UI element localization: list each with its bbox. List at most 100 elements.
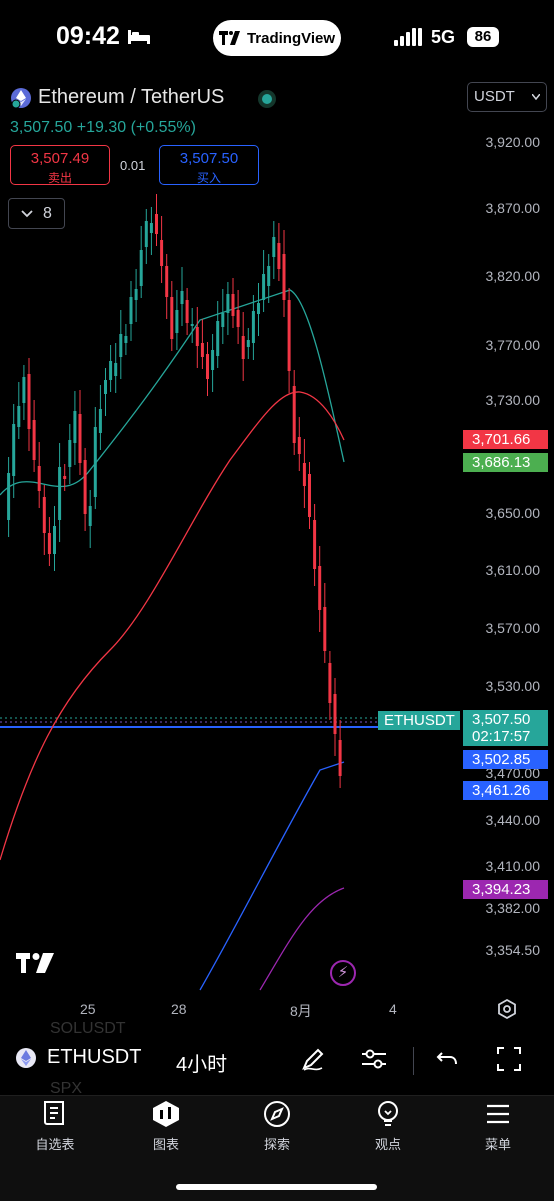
symbol-header[interactable]: Ethereum / TetherUS bbox=[10, 86, 224, 109]
tab-label: 自选表 bbox=[35, 1137, 75, 1152]
spread-value: 0.01 bbox=[120, 158, 146, 173]
indicators-toggle-button[interactable]: 8 bbox=[8, 198, 65, 229]
buy-button[interactable]: 3,507.50 买入 bbox=[159, 145, 259, 185]
candle-body bbox=[58, 467, 62, 520]
lightning-icon[interactable]: ⚡ bbox=[330, 960, 356, 986]
candle-body bbox=[47, 533, 51, 554]
compass-icon bbox=[264, 1101, 290, 1127]
ethereum-logo-icon bbox=[16, 1047, 36, 1068]
candle-body bbox=[165, 266, 169, 297]
candle-body bbox=[73, 411, 77, 443]
chart-icon bbox=[153, 1101, 179, 1127]
time-axis-tick: 4 bbox=[389, 1001, 397, 1017]
candle-body bbox=[180, 291, 184, 304]
home-indicator bbox=[176, 1184, 377, 1190]
price-axis-label: 3,686.13 bbox=[463, 453, 548, 472]
price-change: +19.30 bbox=[76, 119, 127, 136]
tab-watchlist[interactable]: 自选表 bbox=[15, 1100, 95, 1153]
price-axis-tick: 3,354.50 bbox=[485, 942, 541, 958]
purple-moving-average-line bbox=[259, 887, 345, 991]
candle-body bbox=[206, 354, 209, 379]
candle-body bbox=[338, 740, 342, 776]
toolbar-divider bbox=[413, 1047, 414, 1075]
price-axis-tick: 3,410.00 bbox=[485, 858, 541, 874]
price-axis-tick: 3,610.00 bbox=[485, 562, 541, 578]
candle-body bbox=[27, 374, 31, 429]
toolbar-symbol-button[interactable]: ETHUSDT bbox=[15, 1046, 141, 1069]
menu-icon bbox=[487, 1104, 509, 1124]
tradingview-logo-icon bbox=[218, 31, 240, 45]
battery-level: 86 bbox=[467, 27, 499, 47]
buy-price: 3,507.50 bbox=[179, 150, 239, 167]
watchlist-icon bbox=[44, 1101, 64, 1125]
candle-body bbox=[272, 237, 276, 257]
undo-button[interactable] bbox=[430, 1042, 464, 1076]
candle-body bbox=[262, 274, 266, 300]
candle-body bbox=[129, 297, 133, 324]
candle-body bbox=[109, 361, 113, 380]
candle-body bbox=[175, 310, 179, 333]
blue-moving-average-line bbox=[199, 761, 345, 991]
candle-body bbox=[297, 437, 301, 454]
sell-price: 3,507.49 bbox=[30, 150, 90, 167]
price-axis-tick: 3,382.00 bbox=[485, 900, 541, 916]
candle-body bbox=[282, 254, 286, 300]
candle-body bbox=[190, 324, 194, 326]
chart-settings-icon[interactable] bbox=[496, 998, 518, 1020]
tradingview-pill[interactable]: TradingView bbox=[213, 20, 341, 56]
network-type: 5G bbox=[431, 27, 456, 47]
symbol-price-tag: ETHUSDT bbox=[378, 711, 460, 730]
price-axis-tick: 3,770.00 bbox=[485, 337, 541, 353]
sell-button[interactable]: 3,507.49 卖出 bbox=[10, 145, 110, 185]
candlestick-chart[interactable] bbox=[0, 0, 554, 1000]
interval-button[interactable]: 4小时 bbox=[176, 1054, 228, 1076]
candle-body bbox=[78, 414, 82, 463]
time-axis-tick: 28 bbox=[171, 1001, 187, 1017]
candle-body bbox=[241, 336, 245, 359]
candle-body bbox=[114, 363, 118, 376]
candle-body bbox=[170, 297, 174, 339]
candle-body bbox=[246, 340, 250, 347]
candle-body bbox=[93, 427, 97, 497]
candle-body bbox=[302, 463, 306, 486]
cellular-signal-icon bbox=[394, 28, 422, 46]
candle-body bbox=[98, 409, 102, 433]
price-axis-tick: 3,650.00 bbox=[485, 505, 541, 521]
price-axis-tick: 3,820.00 bbox=[485, 268, 541, 284]
candle-body bbox=[124, 336, 128, 343]
currency-select[interactable]: USDT bbox=[467, 82, 547, 112]
time-axis-tick: 25 bbox=[80, 1001, 96, 1017]
candle-body bbox=[287, 300, 291, 371]
candle-body bbox=[292, 386, 296, 443]
watchlist-ghost-item: SOLUSDT bbox=[50, 1020, 126, 1037]
undo-icon bbox=[436, 1052, 457, 1065]
candle-body bbox=[226, 294, 230, 313]
candle-body bbox=[119, 334, 123, 357]
candle-body bbox=[17, 406, 21, 427]
candle-body bbox=[200, 343, 204, 357]
app-pill-label: TradingView bbox=[246, 29, 336, 47]
candle-body bbox=[68, 440, 72, 467]
tab-ideas[interactable]: 观点 bbox=[348, 1100, 428, 1153]
candle-body bbox=[251, 311, 255, 343]
buy-label: 买入 bbox=[196, 171, 221, 185]
candle-body bbox=[323, 607, 327, 651]
price-axis-tick: 3,870.00 bbox=[485, 200, 541, 216]
tab-label: 观点 bbox=[374, 1137, 401, 1152]
tab-chart[interactable]: 图表 bbox=[126, 1100, 206, 1153]
candle-body bbox=[328, 663, 332, 703]
candle-body bbox=[277, 243, 281, 269]
tab-explore[interactable]: 探索 bbox=[237, 1100, 317, 1153]
candle-body bbox=[149, 223, 153, 233]
candle-body bbox=[313, 520, 317, 569]
tab-menu[interactable]: 菜单 bbox=[458, 1100, 538, 1153]
tab-label: 菜单 bbox=[484, 1137, 511, 1152]
time-axis-tick: 8月 bbox=[290, 1003, 312, 1019]
candle-body bbox=[42, 497, 46, 533]
fullscreen-button[interactable] bbox=[492, 1042, 526, 1076]
candle-body bbox=[22, 377, 26, 403]
market-status-icon bbox=[258, 90, 276, 108]
candle-body bbox=[83, 460, 87, 514]
indicator-settings-button[interactable] bbox=[357, 1042, 391, 1076]
drawing-tool-button[interactable] bbox=[296, 1042, 330, 1076]
